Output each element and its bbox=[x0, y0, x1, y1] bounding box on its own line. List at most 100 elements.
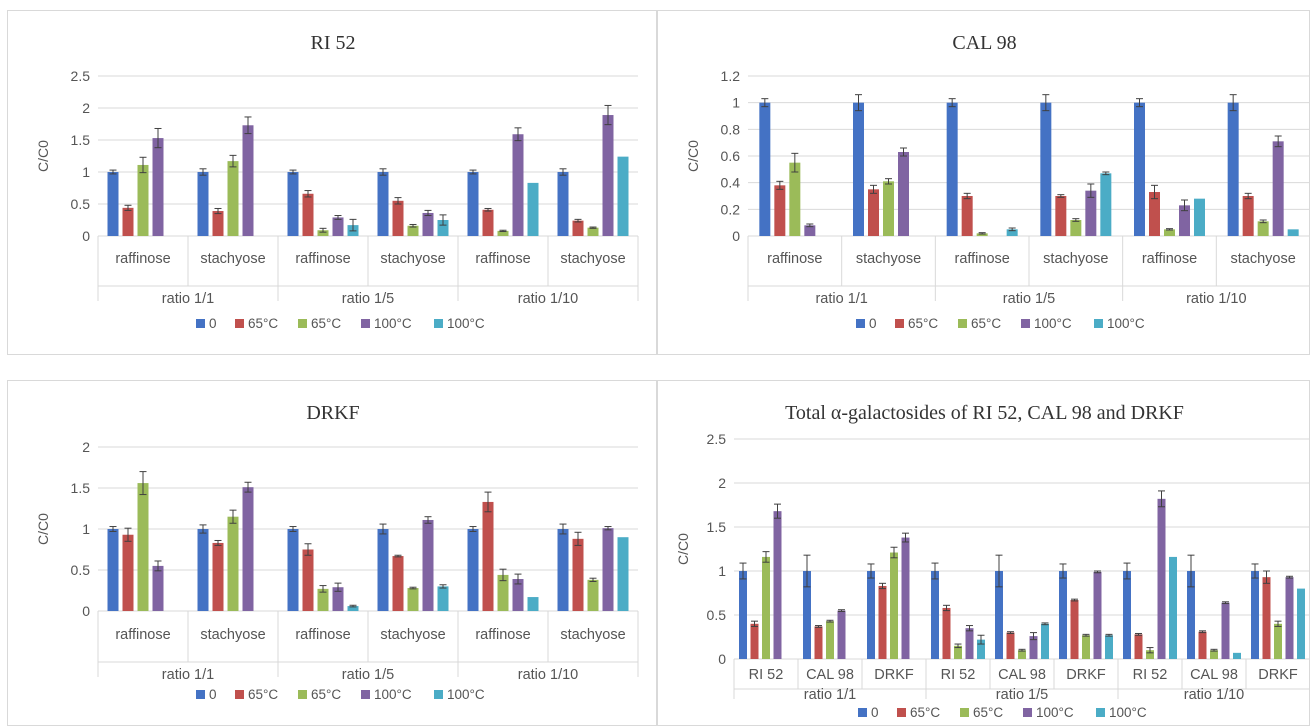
bar bbox=[1242, 196, 1254, 236]
legend-label: 100°C bbox=[1036, 705, 1074, 720]
bar bbox=[152, 565, 164, 611]
bar bbox=[467, 172, 479, 236]
bar bbox=[1146, 650, 1154, 659]
y-tick-label: 1 bbox=[82, 521, 90, 537]
bar bbox=[1210, 650, 1218, 659]
y-tick-label: 0 bbox=[718, 651, 726, 667]
chart-panel-total: Total α-galactosides of RI 52, CAL 98 an… bbox=[657, 380, 1310, 726]
bar bbox=[482, 209, 494, 236]
y-tick-label: 0.5 bbox=[71, 562, 91, 578]
bar bbox=[482, 501, 494, 611]
bar bbox=[1164, 229, 1175, 236]
bar bbox=[750, 623, 759, 659]
bar bbox=[122, 207, 134, 236]
bar bbox=[302, 549, 314, 611]
bar bbox=[227, 161, 239, 236]
legend-label: 65°C bbox=[311, 316, 341, 331]
legend-swatch bbox=[856, 319, 865, 328]
legend-swatch bbox=[1023, 708, 1032, 717]
group-label: ratio 1/10 bbox=[518, 291, 578, 307]
bar bbox=[1055, 196, 1067, 236]
bar bbox=[961, 196, 973, 236]
bar bbox=[497, 574, 509, 611]
bar bbox=[377, 172, 389, 236]
category-label: raffinose bbox=[954, 251, 1009, 267]
legend-swatch bbox=[1096, 708, 1105, 717]
bar bbox=[1274, 623, 1282, 659]
bar bbox=[868, 189, 879, 236]
bar bbox=[122, 534, 134, 611]
bar bbox=[883, 181, 894, 236]
legend-label: 65°C bbox=[910, 705, 940, 720]
bar bbox=[107, 529, 119, 611]
bar bbox=[407, 225, 419, 236]
bar bbox=[602, 528, 614, 611]
y-tick-label: 0 bbox=[82, 228, 90, 244]
legend-swatch bbox=[895, 319, 904, 328]
bar bbox=[392, 556, 404, 611]
legend-swatch bbox=[434, 690, 443, 699]
bar bbox=[422, 212, 434, 236]
bar bbox=[898, 152, 909, 236]
bar bbox=[942, 607, 951, 659]
group-label: ratio 1/1 bbox=[804, 687, 856, 703]
chart-drkf-svg: DRKF 0 0.5 1 1.5 2 C/C0 raffinose stachyose raffi… bbox=[35, 402, 639, 702]
bar bbox=[867, 571, 875, 659]
legend-swatch bbox=[434, 319, 443, 328]
bar bbox=[467, 529, 479, 611]
bar bbox=[774, 185, 786, 236]
bar bbox=[1018, 650, 1026, 659]
legend-label: 65°C bbox=[248, 687, 278, 702]
bar bbox=[946, 102, 958, 237]
y-tick-label: 1 bbox=[82, 164, 90, 180]
bar bbox=[572, 538, 584, 611]
bar bbox=[1297, 588, 1305, 659]
bar bbox=[602, 115, 614, 236]
category-label: raffinose bbox=[295, 627, 350, 643]
bar bbox=[1134, 634, 1143, 659]
legend-swatch bbox=[235, 690, 244, 699]
bar bbox=[1070, 220, 1082, 236]
category-label: stachyose bbox=[200, 627, 265, 643]
y-tick-label: 1.5 bbox=[707, 519, 727, 535]
bar bbox=[527, 182, 539, 236]
category-label: stachyose bbox=[1231, 251, 1296, 267]
bar bbox=[826, 621, 834, 659]
chart-panel-ri52: RI 52 0 0.5 1 1.5 2 2.5 C/C0 raffinose stachyose r… bbox=[7, 10, 657, 355]
category-label: raffinose bbox=[115, 627, 170, 643]
category-label: CAL 98 bbox=[806, 667, 854, 683]
y-axis-label: C/C0 bbox=[675, 533, 691, 565]
bar bbox=[617, 537, 629, 611]
bar bbox=[1029, 636, 1038, 659]
y-tick-label: 0.6 bbox=[721, 148, 741, 164]
legend-swatch bbox=[196, 690, 205, 699]
y-tick-label: 1.2 bbox=[721, 68, 741, 84]
bar bbox=[759, 102, 771, 237]
bar bbox=[954, 645, 962, 659]
bar bbox=[1285, 577, 1294, 659]
category-label: raffinose bbox=[475, 251, 530, 267]
group-label: ratio 1/5 bbox=[996, 687, 1048, 703]
category-label: DRKF bbox=[874, 667, 914, 683]
category-label: raffinose bbox=[767, 251, 822, 267]
bar bbox=[762, 556, 770, 659]
bar bbox=[1041, 623, 1049, 659]
y-tick-label: 0.4 bbox=[721, 175, 741, 191]
legend-swatch bbox=[1094, 319, 1103, 328]
legend-label: 65°C bbox=[311, 687, 341, 702]
category-label: stachyose bbox=[380, 251, 445, 267]
bar bbox=[1134, 102, 1145, 237]
y-axis-label: C/C0 bbox=[35, 513, 51, 545]
category-label: raffinose bbox=[115, 251, 170, 267]
group-label: ratio 1/1 bbox=[815, 291, 867, 307]
category-label: stachyose bbox=[1043, 251, 1108, 267]
y-tick-label: 1 bbox=[732, 95, 740, 111]
bar bbox=[347, 606, 359, 611]
bar bbox=[197, 529, 209, 611]
bar bbox=[317, 588, 329, 611]
y-tick-label: 2 bbox=[718, 475, 726, 491]
bar bbox=[212, 211, 224, 236]
group-label: ratio 1/10 bbox=[1184, 687, 1244, 703]
category-label: stachyose bbox=[380, 627, 445, 643]
category-label: RI 52 bbox=[1133, 667, 1168, 683]
